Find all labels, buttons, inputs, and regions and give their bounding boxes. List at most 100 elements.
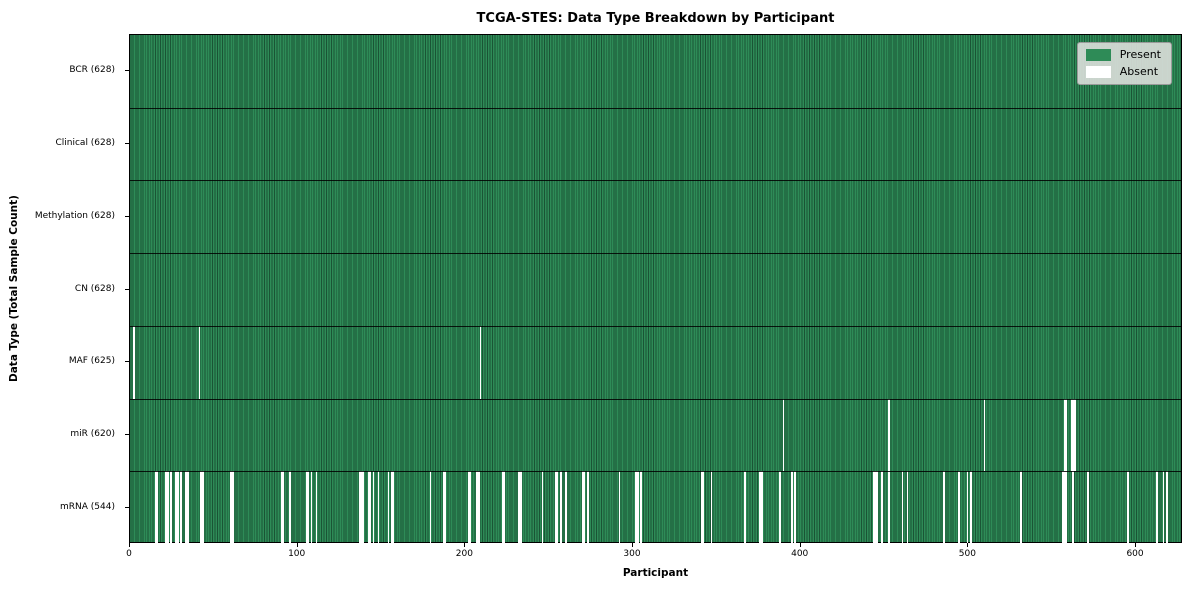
absent-mark [541, 471, 544, 544]
xtick-100: 100 [288, 549, 306, 559]
absent-mark [1073, 398, 1076, 472]
absent-mark [519, 471, 522, 544]
row-gridline [130, 253, 1181, 255]
legend-label-present: Present [1119, 48, 1161, 61]
absent-mark [165, 471, 167, 544]
absent-mark [876, 471, 879, 544]
absent-mark [1063, 398, 1066, 472]
absent-mark [1020, 471, 1023, 544]
ytick-mark [125, 506, 129, 508]
absent-mark [232, 471, 234, 544]
rows-layer [130, 35, 1181, 544]
absent-mark [360, 471, 363, 544]
ytick-Methylation: Methylation (628) [34, 210, 115, 221]
absent-mark [1162, 471, 1165, 544]
ytick-mark [125, 143, 129, 145]
legend-label-absent: Absent [1119, 65, 1159, 78]
xtick-300: 300 [623, 549, 641, 559]
absent-mark [700, 471, 703, 544]
absent-mark [966, 471, 969, 544]
absent-mark [760, 471, 763, 544]
xtick-mark [129, 543, 130, 547]
ytick-MAF: MAF (625) [68, 356, 115, 367]
absent-mark [635, 471, 638, 544]
absent-mark [200, 471, 202, 544]
xtick-600: 600 [1126, 549, 1144, 559]
ytick-mark [125, 433, 129, 435]
absent-mark [479, 325, 482, 399]
present-swatch-icon [1085, 49, 1111, 61]
absent-mark [1065, 471, 1068, 544]
absent-mark [315, 471, 318, 544]
legend-entry-present: Present [1085, 48, 1161, 61]
absent-mark [359, 471, 361, 544]
absent-mark [560, 471, 562, 544]
absent-mark [1155, 471, 1158, 544]
absent-mark [362, 471, 365, 544]
ytick-BCR: BCR (628) [69, 65, 115, 76]
absent-mark [503, 471, 505, 544]
absent-mark [983, 398, 986, 472]
chart-row-miR [130, 398, 1181, 472]
absent-mark [387, 471, 390, 544]
absent-mark [133, 325, 136, 399]
absent-mark [970, 471, 972, 544]
x-tick-labels: 0 100 200 300 400 500 600 [0, 549, 1200, 563]
absent-mark [565, 471, 567, 544]
absent-mark [372, 471, 375, 544]
row-gridline [130, 471, 1181, 473]
row-gridline [130, 107, 1181, 109]
xtick-mark [799, 543, 801, 547]
absent-mark [391, 471, 393, 544]
absent-mark [1127, 471, 1130, 544]
absent-mark [367, 471, 370, 544]
absent-mark [637, 471, 639, 544]
absent-mark [702, 471, 705, 544]
absent-mark [906, 471, 909, 544]
absent-mark [518, 471, 520, 544]
absent-mark [280, 471, 283, 544]
absent-mark [468, 471, 470, 544]
absent-mark [618, 471, 621, 544]
xtick-200: 200 [455, 549, 473, 559]
absent-mark [230, 471, 233, 544]
chart-row-MAF [130, 325, 1181, 399]
absent-mark [583, 471, 586, 544]
absent-mark [392, 471, 395, 544]
absent-mark [288, 471, 291, 544]
row-gridline [130, 325, 1181, 327]
absent-mark [198, 325, 201, 399]
absent-swatch-icon [1085, 66, 1111, 78]
absent-mark [581, 471, 584, 544]
absent-mark [170, 471, 172, 544]
absent-mark [1065, 398, 1068, 472]
absent-mark [901, 471, 904, 544]
absent-mark [1062, 471, 1064, 544]
absent-mark [794, 471, 797, 544]
absent-mark [185, 471, 187, 544]
absent-mark [180, 471, 182, 544]
absent-mark [501, 471, 504, 544]
absent-mark [556, 471, 559, 544]
ytick-CN: CN (628) [74, 283, 115, 294]
row-gridline [130, 398, 1181, 400]
absent-mark [1063, 471, 1066, 544]
xtick-400: 400 [791, 549, 809, 559]
absent-mark [377, 471, 380, 544]
absent-mark [310, 471, 313, 544]
ytick-mark [125, 361, 129, 363]
absent-mark [888, 471, 890, 544]
absent-mark [478, 471, 480, 544]
legend: Present Absent [1076, 42, 1172, 85]
absent-mark [469, 471, 472, 544]
row-gridline [130, 180, 1181, 182]
absent-mark [1072, 471, 1074, 544]
absent-mark [874, 471, 877, 544]
absent-mark [943, 471, 946, 544]
plot-area: Present Absent [129, 34, 1182, 544]
absent-mark [1070, 398, 1073, 472]
chart-row-mRNA [130, 471, 1181, 544]
ytick-miR: miR (620) [70, 428, 115, 439]
xtick-mark [464, 543, 466, 547]
